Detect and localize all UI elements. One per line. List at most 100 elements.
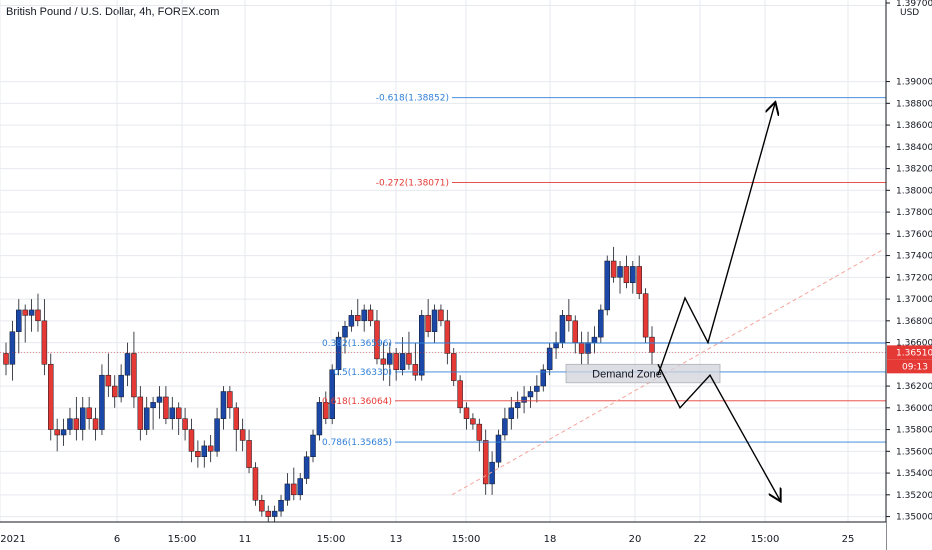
currency-label: USD xyxy=(900,8,919,18)
fib-level-label: -0.272(1.38071) xyxy=(376,179,449,189)
candle-body xyxy=(508,407,515,419)
time-axis-label: 25 xyxy=(842,534,855,545)
candle-body xyxy=(265,510,271,517)
price-axis-label: 1.36800 xyxy=(896,317,932,327)
candle-body xyxy=(246,440,252,468)
candle-body xyxy=(393,353,399,370)
candle-body xyxy=(99,374,105,430)
candle-body xyxy=(495,434,502,463)
candle-body xyxy=(131,353,137,398)
candle-body xyxy=(252,467,259,501)
bullish-arrow xyxy=(657,103,775,376)
candle-body xyxy=(527,391,534,398)
price-axis-label: 1.35000 xyxy=(896,513,932,523)
candle-body xyxy=(60,429,67,436)
candle-body xyxy=(649,336,655,353)
candle-body xyxy=(92,418,99,430)
candle-body xyxy=(463,407,470,419)
current-price-tag xyxy=(887,345,932,360)
price-axis-label: 1.38200 xyxy=(896,165,932,175)
fib-level-label: 0.786(1.35685) xyxy=(322,438,392,448)
candle-body xyxy=(610,260,617,278)
candle-body xyxy=(195,451,201,457)
candle-body xyxy=(470,418,476,425)
candle-body xyxy=(387,353,393,365)
price-axis-label: 1.37200 xyxy=(896,273,932,283)
candle-body xyxy=(642,293,649,338)
candle-body xyxy=(105,374,112,387)
candle-body xyxy=(73,418,80,430)
fib-level-label: -0.618(1.38852) xyxy=(376,94,449,104)
price-axis-label: 1.37800 xyxy=(896,208,932,218)
price-axis-label: 1.38000 xyxy=(896,186,932,196)
candle-body xyxy=(482,440,489,485)
price-axis-bg xyxy=(886,0,932,550)
time-axis-label: 15:00 xyxy=(317,534,346,545)
candle-body xyxy=(521,396,527,403)
candle-body xyxy=(156,396,163,403)
candle-body xyxy=(3,353,9,365)
price-axis-label: 1.39000 xyxy=(896,78,932,88)
fib-level-label: 0.618(1.36064) xyxy=(322,397,392,407)
candle-body xyxy=(348,315,355,327)
price-axis-label: 1.36600 xyxy=(896,339,932,349)
candle-body xyxy=(342,326,348,338)
candle-body xyxy=(457,380,463,409)
candle-body xyxy=(220,391,227,419)
chart-title: British Pound / U.S. Dollar, 4h, FOREX.c… xyxy=(6,6,220,18)
candle-body xyxy=(502,418,508,436)
candle-body xyxy=(450,353,457,381)
candle-body xyxy=(591,336,598,343)
candle-body xyxy=(239,429,246,441)
price-axis-label: 1.39700 xyxy=(896,0,932,9)
candle-body xyxy=(303,456,310,479)
candle-body xyxy=(207,445,214,452)
candle-body xyxy=(316,402,323,436)
candle-body xyxy=(86,407,92,419)
candle-body xyxy=(227,391,233,409)
candle-body xyxy=(310,434,316,457)
candle-body xyxy=(175,407,182,419)
candle-body xyxy=(355,315,361,322)
candle-body xyxy=(380,358,387,365)
candle-body xyxy=(399,353,406,370)
candle-body xyxy=(41,320,48,365)
price-axis-label: 1.35400 xyxy=(896,469,932,479)
candle-body xyxy=(534,385,540,392)
candle-body xyxy=(284,483,291,501)
candle-body xyxy=(48,364,54,430)
candle-body xyxy=(578,342,585,354)
countdown-tag xyxy=(887,359,932,374)
candle-body xyxy=(150,402,156,409)
candle-body xyxy=(80,407,86,430)
candle-body xyxy=(16,309,22,332)
price-axis-label: 1.35800 xyxy=(896,426,932,436)
countdown-label: 09:13 xyxy=(902,362,928,372)
candle-body xyxy=(182,418,188,430)
bearish-arrow xyxy=(657,363,780,500)
candle-body xyxy=(585,342,591,354)
candle-body xyxy=(124,353,131,376)
price-axis-label: 1.36200 xyxy=(896,382,932,392)
candle-body xyxy=(514,402,521,409)
fib-level-label: 0.382(1.36596) xyxy=(322,339,392,349)
candle-body xyxy=(118,374,124,398)
candle-body xyxy=(188,429,195,452)
time-axis-label: 15:00 xyxy=(452,534,481,545)
demand-zone-label: Demand Zone xyxy=(592,369,662,381)
time-axis-label: 20 xyxy=(629,534,642,545)
candle-body xyxy=(559,315,566,343)
price-axis-label: 1.37600 xyxy=(896,230,932,240)
candle-body xyxy=(425,315,431,332)
price-axis-label: 1.38400 xyxy=(896,143,932,153)
candle-body xyxy=(214,418,220,452)
time-axis-bg xyxy=(0,522,886,550)
candle-body xyxy=(28,309,35,316)
candle-body xyxy=(374,320,380,360)
candle-body xyxy=(617,266,623,278)
candle-body xyxy=(259,500,265,512)
candle-body xyxy=(546,347,553,370)
candle-body xyxy=(169,407,176,419)
time-axis-label: 11 xyxy=(239,534,252,545)
